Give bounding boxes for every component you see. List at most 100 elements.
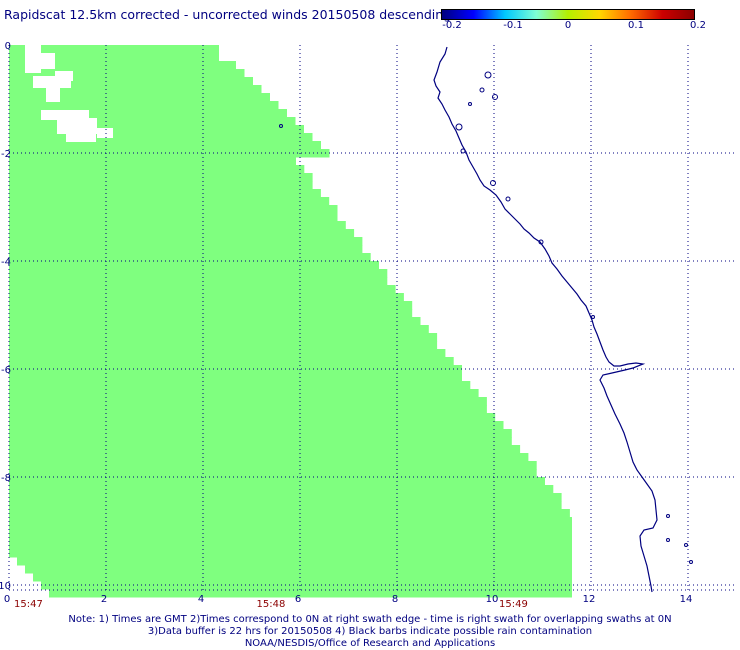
swath-cell <box>9 277 388 286</box>
time-label: 15:48 <box>256 599 285 610</box>
data-gap <box>41 53 55 69</box>
swath-cell <box>9 333 438 342</box>
time-label: 15:49 <box>499 599 528 610</box>
swath-cell <box>9 389 479 398</box>
swath-cell <box>9 485 554 494</box>
data-gap <box>41 110 89 120</box>
swath-cell <box>9 117 296 126</box>
y-tick-label: 0 <box>5 41 11 52</box>
swath-cell <box>9 165 305 174</box>
y-tick-label: -8 <box>1 473 11 484</box>
swath-cell <box>9 93 270 102</box>
grid-lines <box>8 45 735 591</box>
x-tick-label: 0 <box>4 594 10 605</box>
swath-cell <box>9 397 487 406</box>
swath-cell <box>9 413 496 422</box>
y-tick-label: -10 <box>0 581 11 592</box>
swath-cell <box>9 341 438 350</box>
swath-cell <box>9 133 313 142</box>
swath-cell <box>9 309 413 318</box>
swath-cell <box>9 421 504 430</box>
swath-cell <box>9 205 338 214</box>
swath-cell <box>9 61 236 70</box>
colorbar-tick-label: 0.2 <box>690 20 706 31</box>
y-tick-label: -4 <box>1 257 11 268</box>
swath-cell <box>9 141 321 150</box>
data-gap <box>25 45 41 73</box>
swath-cell <box>9 317 421 326</box>
y-tick-label: -2 <box>1 149 11 160</box>
swath-cell <box>9 237 363 246</box>
swath-cell <box>9 429 512 438</box>
colorbar-tick-label: -0.2 <box>442 20 462 31</box>
coastline <box>433 46 658 593</box>
swath-cell <box>9 293 404 302</box>
swath-cell <box>9 229 355 238</box>
swath-cell <box>9 261 379 270</box>
swath-cell <box>9 173 313 182</box>
swath-cell <box>9 285 396 294</box>
swath-cell <box>49 589 572 598</box>
swath-cell <box>25 565 572 574</box>
swath-cell <box>9 437 512 446</box>
swath-cell <box>9 461 537 470</box>
coastal-islands <box>279 71 693 564</box>
swath-cell <box>9 445 521 454</box>
swath-cell <box>9 469 537 478</box>
time-label: 15:47 <box>14 599 43 610</box>
swath-layer <box>9 45 572 598</box>
footnote-line: 3)Data buffer is 22 hrs for 20150508 4) … <box>147 626 593 637</box>
x-tick-label: 12 <box>583 594 596 605</box>
swath-cell <box>9 269 388 278</box>
swath-cell <box>9 157 296 166</box>
data-gap <box>9 560 17 590</box>
swath-cell <box>9 125 304 134</box>
x-tick-label: 14 <box>680 594 693 605</box>
footnotes: Note: 1) Times are GMT 2)Times correspon… <box>0 614 740 650</box>
map-title: Rapidscat 12.5km corrected - uncorrected… <box>4 7 452 22</box>
data-gap <box>55 71 73 81</box>
x-tick-label: 10 <box>486 594 499 605</box>
footnote-line: NOAA/NESDIS/Office of Research and Appli… <box>244 638 496 649</box>
colorbar-tick-label: -0.1 <box>503 20 523 31</box>
swath-cell <box>9 357 454 366</box>
swath-cell <box>9 525 572 534</box>
swath-cell <box>9 85 262 94</box>
y-tick-label: -6 <box>1 365 11 376</box>
swath-cell <box>9 69 245 78</box>
swath-cell <box>9 45 219 54</box>
swath-cell <box>9 501 562 510</box>
swath-cell <box>9 477 545 486</box>
swath-cell <box>9 213 338 222</box>
data-gap <box>97 128 113 138</box>
swath-cell <box>41 581 572 590</box>
swath-cell <box>9 405 487 414</box>
x-tick-label: 8 <box>392 594 398 605</box>
swath-cell <box>9 109 287 118</box>
colorbar-tick-label: 0 <box>564 20 572 31</box>
swath-cell <box>9 221 346 230</box>
swath-cell <box>9 365 462 374</box>
swath-cell <box>9 381 471 390</box>
swath-cell <box>9 181 313 190</box>
colorbar <box>441 9 695 20</box>
swath-cell <box>9 349 446 358</box>
data-gap <box>17 578 33 590</box>
swath-cell <box>9 325 429 334</box>
x-tick-label: 2 <box>101 594 107 605</box>
swath-cell <box>9 549 572 558</box>
swath-cell <box>9 453 529 462</box>
swath-cell <box>33 573 572 582</box>
swath-cell <box>9 533 572 542</box>
data-gap <box>46 86 60 102</box>
swath-cell <box>9 509 570 518</box>
swath-cell <box>9 245 363 254</box>
swath-cell <box>9 53 219 62</box>
x-tick-label: 6 <box>295 594 301 605</box>
swath-cell <box>9 253 371 262</box>
swath-cell <box>9 541 572 550</box>
swath-cell <box>9 517 572 526</box>
swath-cell <box>9 301 413 310</box>
